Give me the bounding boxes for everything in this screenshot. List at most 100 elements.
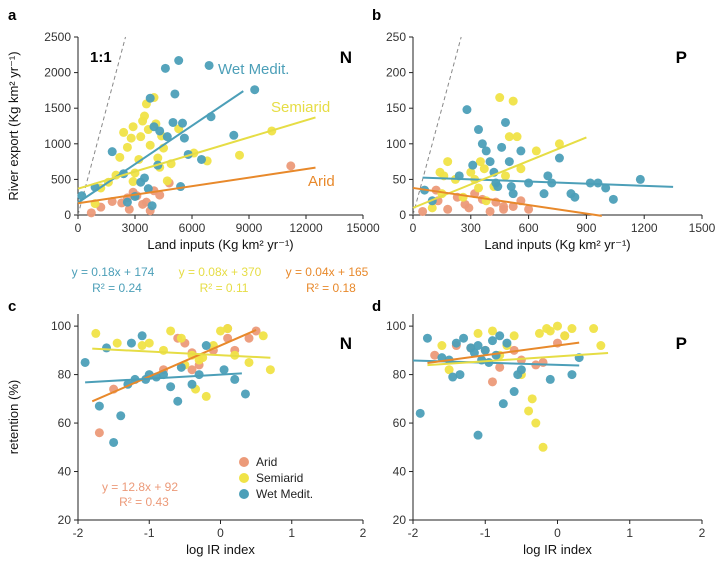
r-squared-semiarid: R² = 0.11 — [200, 281, 249, 295]
point-wet — [187, 379, 197, 389]
r-squared-arid: R² = 0.18 — [306, 281, 356, 295]
x-tick-label: 12000 — [289, 221, 323, 235]
point-wet — [487, 336, 497, 346]
y-tick-label: 40 — [58, 465, 72, 479]
point-wet — [455, 370, 465, 380]
point-wet — [176, 362, 186, 372]
point-wet — [229, 130, 239, 140]
equation-arid: y = 12.8x + 92 — [102, 480, 178, 494]
x-axis-label: log IR index — [523, 542, 592, 557]
point-semiarid — [223, 324, 233, 334]
point-wet — [140, 173, 149, 183]
point-wet — [635, 174, 645, 184]
point-wet — [497, 142, 507, 152]
point-semiarid — [126, 133, 136, 143]
y-tick-label: 500 — [51, 172, 71, 186]
point-wet — [166, 382, 176, 392]
point-arid — [464, 203, 474, 213]
point-wet — [137, 331, 147, 341]
point-semiarid — [596, 341, 606, 351]
x-tick-label: 1 — [288, 526, 295, 540]
panel-label: a — [8, 7, 17, 24]
point-wet — [160, 63, 170, 73]
point-wet — [473, 430, 483, 440]
point-semiarid — [479, 164, 489, 174]
point-semiarid — [527, 394, 537, 404]
point-semiarid — [258, 331, 268, 341]
points-c — [80, 324, 275, 447]
y-tick-label: 80 — [393, 368, 407, 382]
point-semiarid — [504, 132, 514, 142]
point-wet — [107, 147, 117, 157]
x-tick-label: 2 — [360, 526, 367, 540]
point-wet — [94, 401, 104, 411]
point-wet — [500, 117, 510, 127]
point-arid — [538, 357, 548, 367]
y-tick-label: 100 — [51, 319, 71, 333]
point-arid — [418, 206, 428, 216]
point-wet — [155, 126, 165, 136]
y-tick-label: 60 — [393, 416, 407, 430]
y-tick-label: 0 — [64, 208, 71, 222]
point-wet — [524, 178, 534, 188]
point-semiarid — [137, 341, 147, 351]
equation-arid: y = 0.04x + 165 — [286, 265, 369, 279]
fit-line-arid — [412, 186, 602, 217]
fit-line-arid — [427, 341, 580, 364]
panel-a: 0 3000 6000 9000 12000 15000 0 500 1000 1500 2000 2… — [6, 7, 380, 295]
point-semiarid — [531, 418, 541, 428]
fit-line-semiarid — [412, 136, 587, 209]
point-wet — [145, 93, 155, 103]
point-wet — [250, 85, 260, 95]
series-annotation-semiarid: Semiarid — [271, 99, 330, 116]
point-wet — [539, 189, 549, 199]
point-wet — [506, 182, 516, 192]
point-semiarid — [144, 338, 154, 348]
point-semiarid — [545, 326, 555, 336]
point-semiarid — [122, 142, 132, 152]
point-semiarid — [91, 328, 101, 338]
point-semiarid — [162, 176, 172, 186]
legend-label-wet: Wet Medit. — [256, 487, 313, 501]
point-semiarid — [444, 365, 454, 375]
point-wet — [168, 117, 178, 127]
point-arid — [124, 204, 134, 214]
point-wet — [219, 365, 229, 375]
points-b — [418, 93, 645, 216]
equation-wet: y = 0.18x + 174 — [72, 265, 155, 279]
point-semiarid — [508, 96, 518, 106]
one-to-one-line — [412, 36, 462, 216]
x-tick-label: 600 — [519, 221, 539, 235]
point-semiarid — [475, 157, 485, 167]
panel-label: c — [8, 298, 16, 315]
point-arid — [430, 350, 440, 360]
point-wet — [178, 118, 187, 128]
x-tick-label: -2 — [73, 526, 84, 540]
point-semiarid — [128, 177, 138, 187]
x-tick-label: 15000 — [346, 221, 380, 235]
fit-line-wet — [85, 372, 242, 384]
point-arid — [485, 206, 495, 216]
point-wet — [462, 105, 472, 115]
y-tick-label: 40 — [393, 465, 407, 479]
point-arid — [94, 428, 104, 438]
panel-b: 0 300 600 900 1200 1500 0 50 100 150 200 250 Land in… — [372, 7, 716, 252]
point-wet — [109, 437, 119, 447]
point-arid — [487, 377, 497, 387]
y-axis-label: River export (Kg km² yr⁻¹) — [6, 51, 21, 200]
point-semiarid — [567, 324, 577, 334]
y-tick-label: 50 — [393, 172, 407, 186]
point-wet — [502, 338, 512, 348]
point-wet — [122, 197, 132, 207]
panel-label: b — [372, 7, 381, 24]
point-arid — [499, 201, 509, 211]
legend-marker-arid — [239, 457, 249, 467]
x-tick-label: 1500 — [689, 221, 716, 235]
point-wet — [116, 411, 126, 421]
y-tick-label: 1000 — [44, 137, 71, 151]
point-semiarid — [589, 324, 599, 334]
point-semiarid — [437, 341, 447, 351]
point-wet — [204, 60, 214, 70]
point-semiarid — [235, 150, 244, 160]
